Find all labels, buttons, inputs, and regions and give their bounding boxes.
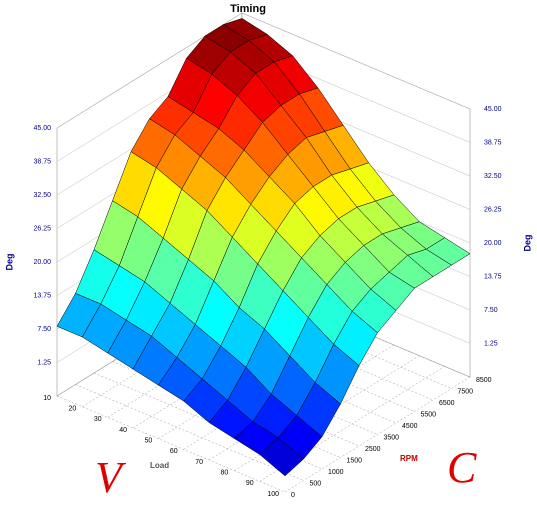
x-tick-label: 80 bbox=[221, 470, 229, 477]
chart-title: Timing bbox=[230, 3, 266, 15]
z-tick-label: 20.00 bbox=[484, 240, 502, 247]
z-tick-label: 38.75 bbox=[484, 139, 502, 146]
y-tick-label: 7500 bbox=[458, 388, 474, 395]
annotation: V bbox=[95, 453, 127, 502]
z-axis-label: Deg bbox=[4, 253, 14, 270]
z-tick-label: 13.75 bbox=[484, 273, 502, 280]
y-tick-label: 1000 bbox=[328, 469, 344, 476]
x-tick-label: 10 bbox=[43, 395, 51, 402]
z-tick-label: 1.25 bbox=[484, 340, 498, 347]
z-tick-label: 13.75 bbox=[33, 292, 51, 299]
y-tick-label: 5500 bbox=[421, 411, 437, 418]
z-tick-label: 45.00 bbox=[484, 106, 502, 113]
floor-grid-line bbox=[75, 384, 304, 481]
y-tick-label: 4500 bbox=[402, 423, 418, 430]
y-tick-label: 6500 bbox=[439, 400, 455, 407]
z-tick-label: 26.25 bbox=[484, 206, 502, 213]
z-tick-label: 32.50 bbox=[484, 173, 502, 180]
z-tick-label: 32.50 bbox=[33, 192, 51, 199]
y-tick-label: 0 bbox=[291, 492, 295, 499]
z-tick-label: 7.50 bbox=[37, 326, 51, 333]
z-tick-label: 20.00 bbox=[33, 259, 51, 266]
y-tick-label: 500 bbox=[310, 480, 322, 487]
y-tick-label: 1500 bbox=[347, 457, 363, 464]
x-tick-label: 20 bbox=[69, 406, 77, 413]
x-tick-label: 90 bbox=[246, 480, 254, 487]
z-tick-label: 1.25 bbox=[37, 359, 51, 366]
x-tick-label: 30 bbox=[94, 416, 102, 423]
z-tick-label: 38.75 bbox=[33, 158, 51, 165]
floor-grid-line bbox=[284, 376, 471, 493]
annotation: C bbox=[447, 443, 477, 492]
x-tick-label: 70 bbox=[195, 459, 203, 466]
z-tick-label: 45.00 bbox=[33, 125, 51, 132]
x-axis-label: Load bbox=[150, 461, 169, 470]
z-tick-label: 26.25 bbox=[33, 225, 51, 232]
surface-cell bbox=[259, 437, 304, 477]
x-tick-label: 40 bbox=[119, 427, 127, 434]
floor-grid-line bbox=[93, 372, 323, 470]
x-tick-label: 50 bbox=[145, 438, 153, 445]
floor-grid-line bbox=[56, 395, 286, 493]
y-tick-label: 2500 bbox=[365, 446, 381, 453]
x-tick-label: 60 bbox=[170, 448, 178, 455]
z-axis-label-right: Deg bbox=[522, 234, 532, 251]
y-tick-label: 8500 bbox=[476, 377, 492, 384]
x-tick-label: 100 bbox=[267, 491, 279, 498]
grid-line bbox=[56, 12, 471, 129]
y-tick-label: 3500 bbox=[384, 434, 400, 441]
z-tick-label: 7.50 bbox=[484, 307, 498, 314]
y-axis-label: RPM bbox=[400, 454, 418, 463]
